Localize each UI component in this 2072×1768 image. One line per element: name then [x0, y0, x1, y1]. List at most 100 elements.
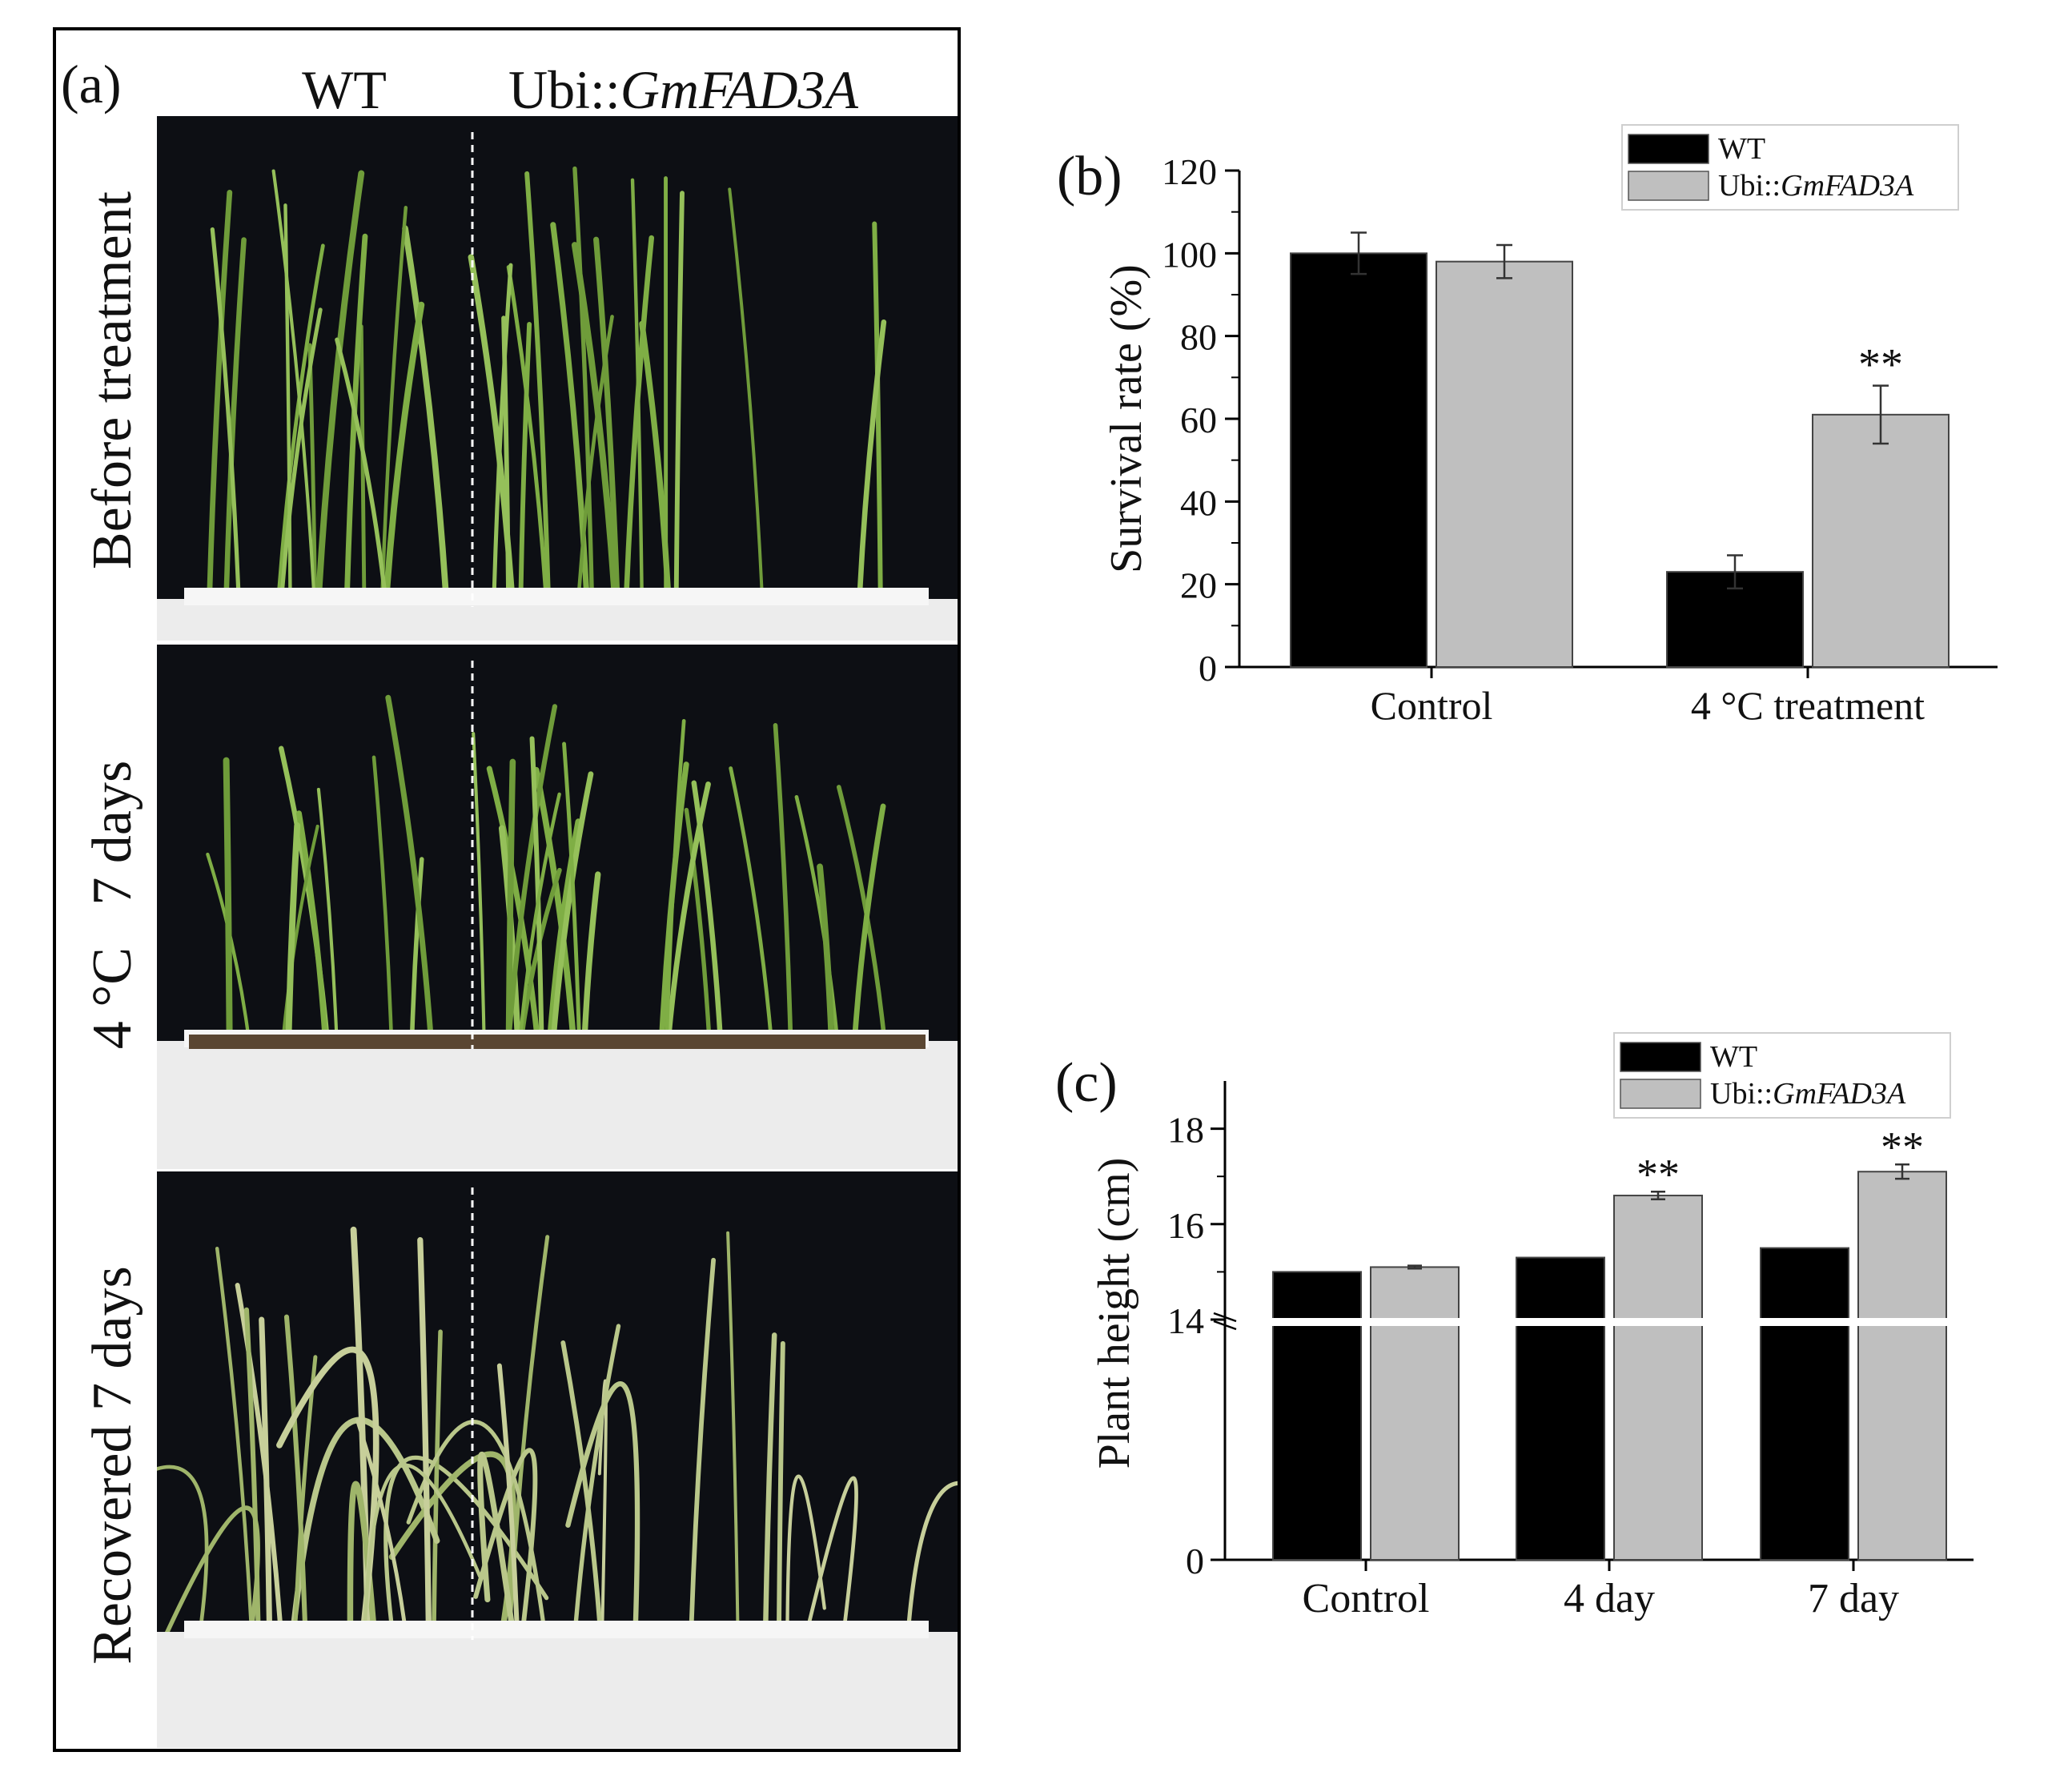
x-tick-label: 4 °C treatment: [1691, 683, 1925, 728]
leaf: [624, 235, 655, 593]
legend-label-prefix: Ubi::: [1718, 169, 1781, 203]
leaf: [501, 315, 511, 592]
leaf: [285, 822, 301, 1035]
y-tick-label: 16: [1167, 1205, 1204, 1246]
leaf: [207, 190, 233, 593]
leaf: [295, 810, 328, 1035]
photo-before-treatment: [157, 116, 958, 641]
leaf: [259, 1316, 272, 1625]
leaf: [666, 782, 711, 1035]
tray-soil: [189, 1035, 926, 1049]
leaf: [630, 178, 644, 592]
bar-transgenic: [1370, 1266, 1460, 1561]
x-tick-label: 4 day: [1564, 1576, 1655, 1621]
leaf: [639, 320, 671, 593]
tray: [157, 1030, 958, 1169]
leaf: [243, 1307, 261, 1625]
leaf: [223, 757, 233, 1035]
leaf: [565, 1381, 640, 1625]
row-label-4c-7days: 4 °C 7 days: [82, 761, 143, 1050]
photo-4c-7days: [157, 645, 958, 1169]
bar-wt: [1290, 252, 1428, 669]
tray-body: [157, 1041, 958, 1169]
leaf: [794, 794, 839, 1034]
leaf: [519, 792, 561, 1034]
leaf: [665, 718, 686, 1034]
leaf: [529, 736, 544, 1034]
leaf: [785, 1474, 826, 1625]
axis-break-band: [1227, 1318, 1976, 1326]
bar-transgenic: [1812, 413, 1950, 668]
leaf: [277, 243, 325, 592]
leaf: [307, 343, 317, 592]
leaf: [581, 871, 601, 1035]
leaf: [507, 704, 558, 1035]
y-tick-label: 18: [1167, 1110, 1204, 1151]
leaf: [417, 1237, 432, 1625]
column-header-prefix: Ubi::: [508, 59, 620, 120]
row-label-recovered-7days: Recovered 7 days: [82, 1266, 143, 1665]
y-tick-label: 20: [1180, 565, 1217, 606]
leaf: [593, 236, 620, 593]
leaf: [276, 1346, 379, 1625]
leaf: [402, 225, 449, 593]
leaf: [506, 265, 548, 592]
leaf: [852, 803, 886, 1035]
survival-rate-chart: (b) Survival rate (%) 0 20 40 60 80 100 120 Contr…: [1057, 124, 1998, 728]
leaf: [271, 169, 315, 592]
legend-swatch-transgenic: [1628, 171, 1709, 201]
significance-marker: **: [1881, 1123, 1924, 1171]
leaf: [560, 1340, 602, 1625]
tray: [157, 1621, 958, 1748]
legend-label-gene: GmFAD3A: [1781, 169, 1914, 203]
legend-label-transgenic: Ubi::GmFAD3A: [1710, 1077, 1906, 1111]
legend-swatch-wt: [1628, 134, 1709, 164]
leaf: [773, 723, 793, 1034]
leaf: [804, 1476, 858, 1639]
significance-marker: **: [1636, 1150, 1680, 1198]
leaf: [210, 227, 241, 592]
panel-a-label: (a): [61, 54, 121, 115]
seedlings: [157, 1226, 958, 1648]
row-label-before-treatment: Before treatment: [82, 191, 143, 569]
plant-height-chart: (c) Plant height (cm) 0 14 16 18 Control 4 day 7…: [1055, 1032, 1976, 1621]
column-header-transgenic: Ubi::GmFAD3A: [508, 59, 858, 120]
leaf: [410, 857, 424, 1034]
photo-recovered-7days: [157, 1171, 958, 1748]
seedlings: [206, 694, 886, 1035]
leaf: [518, 322, 532, 592]
leaf: [486, 765, 540, 1035]
leaf: [472, 732, 486, 1034]
panel-a-photo-grid: (a) WT Ubi::GmFAD3A Before treatment 4 °…: [53, 27, 961, 1752]
bar-transgenic: [1613, 1195, 1703, 1561]
leaf: [872, 221, 883, 592]
legend-swatch-wt: [1620, 1042, 1701, 1072]
leaf: [684, 807, 711, 1034]
leaf: [857, 319, 887, 593]
leaf: [524, 171, 551, 592]
leaf: [383, 301, 425, 593]
y-tick-label: 0: [1199, 648, 1217, 689]
leaf: [283, 203, 292, 592]
tray-body: [157, 599, 958, 641]
legend-swatch-transgenic: [1620, 1079, 1701, 1109]
seedlings: [207, 166, 887, 593]
leaf: [532, 766, 576, 1035]
leaf: [573, 1324, 621, 1625]
leaf: [223, 237, 247, 593]
y-tick-label: 100: [1162, 234, 1217, 275]
x-tick-label: Control: [1303, 1576, 1430, 1621]
legend-label-prefix: Ubi::: [1710, 1077, 1773, 1111]
x-tick-label: Control: [1371, 683, 1493, 728]
leaf: [157, 1465, 209, 1625]
tray-rim: [184, 588, 929, 605]
leaf: [335, 337, 387, 592]
leaf: [691, 780, 723, 1035]
column-header-gene: GmFAD3A: [620, 59, 859, 120]
bar-transgenic: [1857, 1171, 1947, 1561]
axis-break-marker: [1213, 1312, 1237, 1331]
leaf: [729, 766, 773, 1034]
